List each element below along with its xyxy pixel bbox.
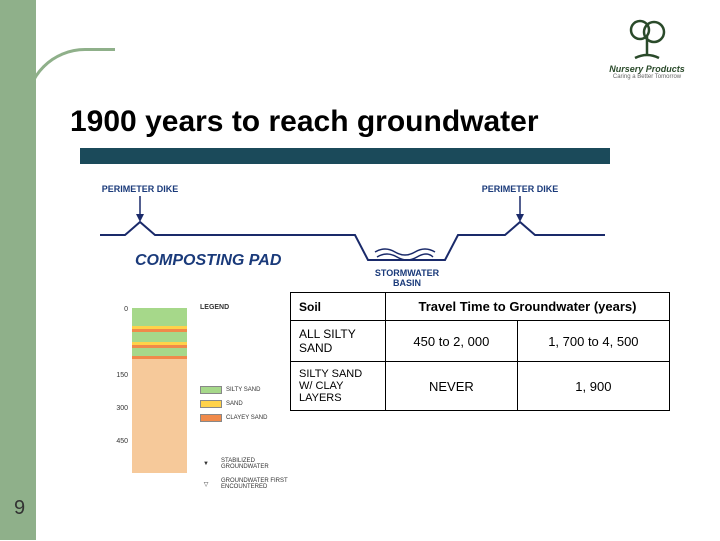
basin-label: STORMWATERBASIN <box>375 268 440 288</box>
legend-colors: SILTY SAND SAND CLAYEY SAND <box>200 386 290 428</box>
legend-label: SAND <box>226 401 243 407</box>
legend-label: CLAYEY SAND <box>226 415 267 421</box>
legend-box: LEGEND <box>200 304 290 315</box>
page-title: 1900 years to reach groundwater <box>70 105 539 139</box>
soil-column <box>132 308 187 473</box>
logo-title: Nursery Products <box>602 64 692 74</box>
logo-tagline: Caring a Better Tomorrow <box>602 74 692 80</box>
dike-label-right: PERIMETER DIKE <box>482 184 559 194</box>
soil-layer <box>132 332 187 342</box>
legend-swatch <box>200 414 222 422</box>
soil-layer <box>132 359 187 473</box>
logo: Nursery Products Caring a Better Tomorro… <box>602 18 692 80</box>
depth-axis: 0 150 300 450 <box>90 306 128 471</box>
legend-item: SILTY SAND <box>200 386 290 394</box>
tree-icon <box>623 18 671 62</box>
composting-pad-label: COMPOSTING PAD <box>135 252 282 269</box>
dike-label-left: PERIMETER DIKE <box>102 184 179 194</box>
legend-label: SILTY SAND <box>226 387 260 393</box>
table-row: ALL SILTY SAND 450 to 2, 000 1, 700 to 4… <box>291 321 670 362</box>
water-triangle-icon: ▼ <box>195 461 217 467</box>
stratigraphy-column: 0 150 300 450 ▼STABILIZED GROUNDWATER ▽G… <box>90 298 285 508</box>
table-header-soil: Soil <box>291 293 386 321</box>
water-triangle-outline-icon: ▽ <box>195 481 217 488</box>
legend-swatch <box>200 400 222 408</box>
legend-title: LEGEND <box>200 304 290 311</box>
legend-item: CLAYEY SAND <box>200 414 290 422</box>
table-row: SILTY SAND W/ CLAY LAYERS NEVER 1, 900 <box>291 362 670 411</box>
soil-layer <box>132 348 187 356</box>
table-header-travel: Travel Time to Groundwater (years) <box>386 293 670 321</box>
page-number: 9 <box>14 497 25 520</box>
legend-swatch <box>200 386 222 394</box>
legend-symbols: ▼STABILIZED GROUNDWATER ▽GROUNDWATER FIR… <box>195 458 290 498</box>
title-underline <box>80 148 610 164</box>
soil-layer <box>132 308 187 326</box>
cross-section-diagram: PERIMETER DIKE PERIMETER DIKE COMPOSTING… <box>85 180 620 290</box>
legend-item: SAND <box>200 400 290 408</box>
travel-time-table: Soil Travel Time to Groundwater (years) … <box>290 292 670 411</box>
